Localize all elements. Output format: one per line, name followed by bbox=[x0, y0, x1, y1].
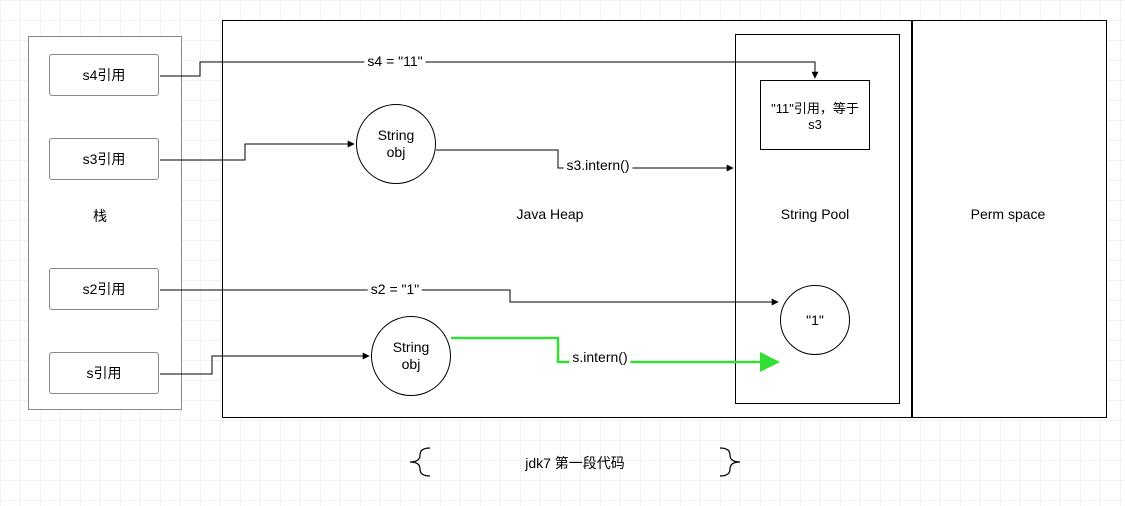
string-obj-top: String obj bbox=[356, 104, 436, 184]
edge-label-s3intern: s3.intern() bbox=[563, 157, 632, 173]
string-pool-label: String Pool bbox=[781, 206, 849, 222]
string-obj-top-line2: obj bbox=[387, 144, 406, 160]
string-obj-bottom-line1: String bbox=[393, 339, 430, 355]
edge-label-s2: s2 = "1" bbox=[368, 281, 422, 297]
heap-label: Java Heap bbox=[517, 206, 584, 222]
ref-s: s引用 bbox=[49, 352, 159, 394]
ref-s3: s3引用 bbox=[49, 138, 159, 180]
string-obj-bottom-line2: obj bbox=[402, 356, 421, 372]
pool-one-circle: "1" bbox=[780, 285, 850, 355]
stack-label: 栈 bbox=[93, 206, 107, 226]
caption-text: jdk7 第一段代码 bbox=[525, 453, 625, 473]
perm-space-label: Perm space bbox=[971, 206, 1046, 222]
pool-ref-11: "11"引用，等于s3 bbox=[760, 80, 870, 150]
string-obj-bottom: String obj bbox=[371, 316, 451, 396]
edge-label-sintern: s.intern() bbox=[569, 349, 630, 365]
string-obj-top-line1: String bbox=[378, 127, 415, 143]
ref-s4: s4引用 bbox=[49, 54, 159, 96]
ref-s2: s2引用 bbox=[49, 268, 159, 310]
edge-label-s4: s4 = "11" bbox=[364, 53, 425, 69]
